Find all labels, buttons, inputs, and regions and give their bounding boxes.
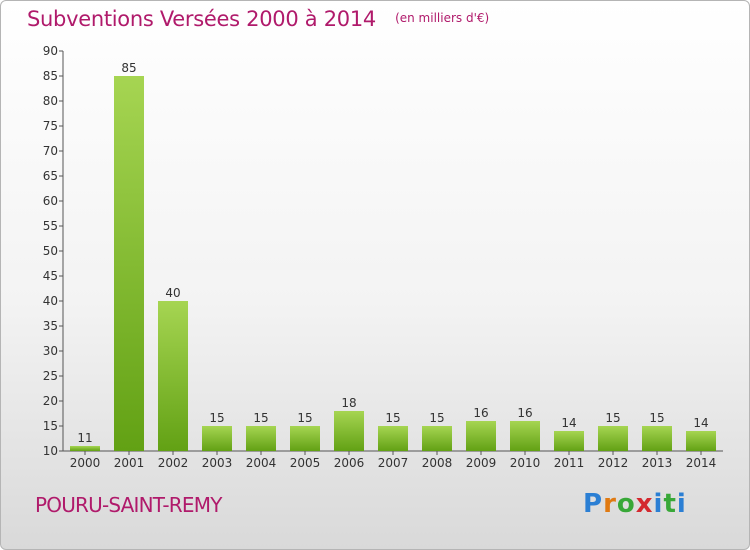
x-tick-label: 2011 <box>554 456 585 470</box>
chart-title: Subventions Versées 2000 à 2014 <box>27 7 376 31</box>
bar <box>598 426 628 451</box>
x-tick-label: 2005 <box>290 456 321 470</box>
y-tick-label: 35 <box>43 319 58 333</box>
proxiti-logo[interactable]: Proxiti <box>583 489 687 519</box>
x-tick-label: 2007 <box>378 456 409 470</box>
y-tick-label: 55 <box>43 219 58 233</box>
y-tick-label: 50 <box>43 244 58 258</box>
data-label: 15 <box>297 411 312 425</box>
x-tick-label: 2001 <box>114 456 145 470</box>
y-tick-label: 60 <box>43 194 58 208</box>
x-tick-label: 2012 <box>598 456 629 470</box>
bar <box>334 411 364 451</box>
bar <box>290 426 320 451</box>
data-label: 14 <box>561 416 576 430</box>
bar <box>246 426 276 451</box>
y-tick-label: 30 <box>43 344 58 358</box>
y-tick-label: 90 <box>43 44 58 58</box>
title-row: Subventions Versées 2000 à 2014 (en mill… <box>27 7 489 31</box>
bar <box>158 301 188 451</box>
y-tick-label: 10 <box>43 444 58 458</box>
x-tick-label: 2006 <box>334 456 365 470</box>
bar <box>686 431 716 451</box>
y-tick-label: 15 <box>43 419 58 433</box>
data-label: 16 <box>473 406 488 420</box>
x-tick-label: 2010 <box>510 456 541 470</box>
bar <box>554 431 584 451</box>
x-tick-label: 2004 <box>246 456 277 470</box>
y-tick-label: 45 <box>43 269 58 283</box>
y-tick-label: 70 <box>43 144 58 158</box>
data-label: 40 <box>165 286 180 300</box>
bar <box>642 426 672 451</box>
bar <box>378 426 408 451</box>
chart-unit: (en milliers d'€) <box>395 11 490 25</box>
data-label: 15 <box>429 411 444 425</box>
data-label: 16 <box>517 406 532 420</box>
data-label: 15 <box>605 411 620 425</box>
x-tick-label: 2000 <box>70 456 101 470</box>
commune-name: POURU-SAINT-REMY <box>35 493 222 517</box>
x-tick-label: 2002 <box>158 456 189 470</box>
bar <box>466 421 496 451</box>
data-label: 15 <box>649 411 664 425</box>
data-label: 11 <box>77 431 92 445</box>
y-tick-label: 75 <box>43 119 58 133</box>
bar <box>114 76 144 451</box>
bar <box>202 426 232 451</box>
data-label: 15 <box>253 411 268 425</box>
x-tick-label: 2013 <box>642 456 673 470</box>
x-tick-label: 2008 <box>422 456 453 470</box>
y-tick-label: 20 <box>43 394 58 408</box>
x-tick-label: 2009 <box>466 456 497 470</box>
bar <box>70 446 100 451</box>
x-tick-label: 2014 <box>686 456 717 470</box>
data-label: 14 <box>693 416 708 430</box>
x-tick-label: 2003 <box>202 456 233 470</box>
data-label: 18 <box>341 396 356 410</box>
y-tick-label: 85 <box>43 69 58 83</box>
bar <box>510 421 540 451</box>
data-label: 15 <box>209 411 224 425</box>
y-tick-label: 40 <box>43 294 58 308</box>
bar <box>422 426 452 451</box>
data-label: 85 <box>121 61 136 75</box>
y-tick-label: 80 <box>43 94 58 108</box>
y-tick-label: 25 <box>43 369 58 383</box>
y-tick-label: 65 <box>43 169 58 183</box>
data-label: 15 <box>385 411 400 425</box>
